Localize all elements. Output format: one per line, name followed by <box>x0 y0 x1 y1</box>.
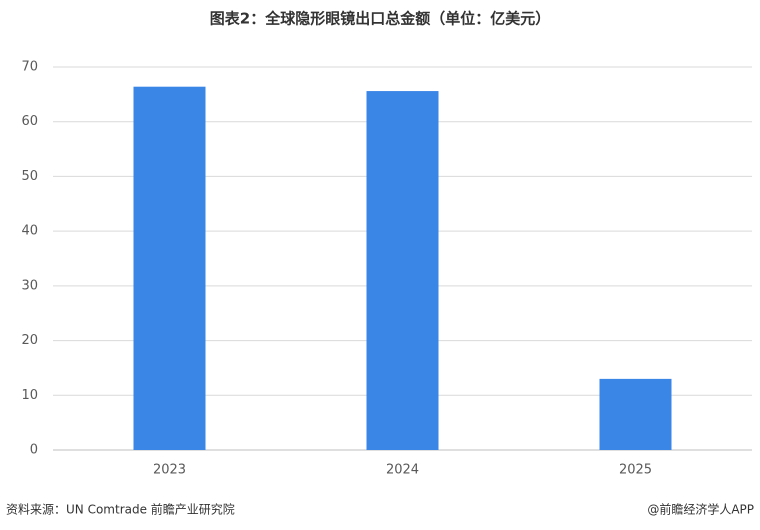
y-tick-label: 40 <box>21 224 38 239</box>
bar <box>133 86 206 450</box>
bar <box>599 378 672 450</box>
x-tick-label: 2024 <box>386 463 419 478</box>
bar <box>366 91 439 451</box>
y-tick-label: 10 <box>21 388 38 403</box>
x-tick-label: 2023 <box>153 463 186 478</box>
source-note: 资料来源：UN Comtrade 前瞻产业研究院 <box>6 502 235 517</box>
y-tick-label: 20 <box>21 333 38 348</box>
y-tick-label: 60 <box>21 114 38 129</box>
credit-note: @前瞻经济学人APP <box>647 502 754 517</box>
y-tick-label: 0 <box>30 443 38 458</box>
x-tick-label: 2025 <box>619 463 652 478</box>
y-tick-label: 70 <box>21 60 38 75</box>
y-tick-label: 30 <box>21 278 38 293</box>
chart-title: 图表2：全球隐形眼镜出口总金额（单位：亿美元） <box>210 10 550 28</box>
y-tick-label: 50 <box>21 169 38 184</box>
